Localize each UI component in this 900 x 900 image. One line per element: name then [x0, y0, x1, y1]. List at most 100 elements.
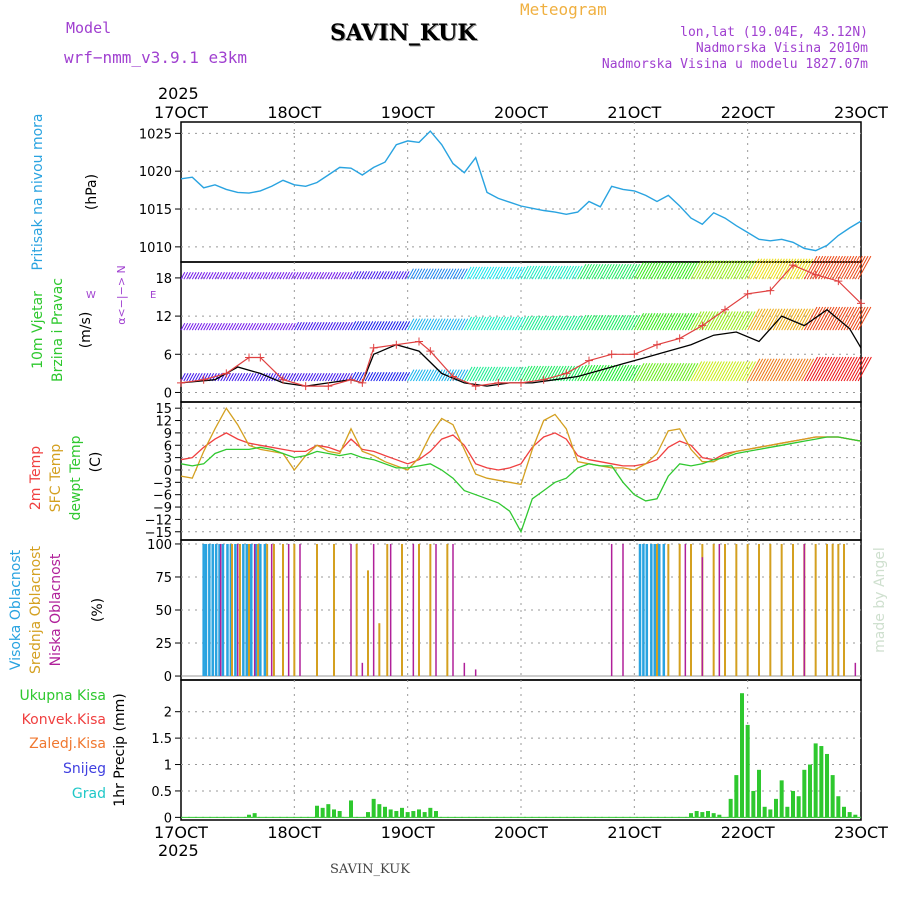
wind-barb — [718, 311, 731, 331]
wind-barb — [469, 366, 479, 382]
wind-barb — [401, 321, 408, 331]
wind-barb — [180, 322, 186, 331]
precip-bar — [332, 809, 336, 818]
wind-barb — [546, 315, 555, 331]
wind-barb — [560, 315, 569, 331]
wind-barb — [665, 313, 676, 331]
wind-barb — [710, 260, 722, 280]
wind-barb — [636, 262, 647, 280]
wind-barb — [367, 271, 373, 280]
wind-barb — [636, 313, 647, 331]
wind-barb — [650, 313, 662, 331]
cloud-low-bar — [803, 543, 806, 677]
wind-barb — [650, 262, 662, 280]
cloud-mid-bar — [712, 543, 715, 677]
wind-barb — [257, 272, 262, 280]
wind-barb — [271, 322, 276, 331]
wind-barb — [466, 366, 476, 382]
time-label-top: 21OCT — [607, 103, 661, 122]
wind-barb — [480, 316, 490, 331]
wind-barb — [180, 272, 186, 280]
wind-barb — [662, 313, 673, 331]
wind-barb — [551, 265, 560, 280]
wind-barb — [778, 258, 791, 280]
wind-gust-marker — [857, 299, 865, 308]
wind-barb — [282, 322, 288, 331]
wind-barb — [191, 372, 198, 382]
wind-barb — [220, 322, 225, 331]
wind-barb — [701, 311, 714, 331]
wind-barb — [472, 366, 482, 382]
wind-barb — [225, 322, 231, 331]
meteogram-label: Meteogram — [520, 0, 607, 19]
wind-gust-marker — [494, 378, 503, 387]
wind-barb — [305, 322, 311, 331]
wind-barb — [432, 268, 440, 280]
wind-barb — [744, 311, 756, 331]
wind-barb — [469, 316, 478, 331]
wind-barb — [656, 363, 668, 382]
wind-barb — [189, 372, 195, 382]
precip-bar — [434, 811, 438, 818]
wind-barb — [750, 258, 763, 280]
wind-barb — [254, 372, 260, 382]
wind-barb — [415, 318, 423, 331]
wind-barb — [503, 366, 513, 382]
wind-barb — [415, 268, 423, 280]
wind-barb — [857, 255, 872, 280]
wind-barb — [775, 308, 789, 331]
wind-gust-marker — [199, 375, 208, 384]
wind-barb — [492, 366, 501, 382]
wind-barb — [384, 372, 391, 382]
wind-barb — [747, 258, 760, 280]
wind-barb — [628, 364, 638, 382]
year-label-top: 2025 — [158, 84, 199, 103]
wind-barb — [478, 316, 487, 331]
wind-barb — [444, 268, 451, 280]
wind-barb — [350, 321, 357, 331]
wind-barb — [650, 363, 662, 382]
temperature-ytick-label: 15 — [155, 402, 172, 417]
wind-barb — [353, 271, 359, 280]
wind-barb — [554, 315, 564, 331]
wind-barb — [616, 364, 627, 382]
wind-barb — [353, 321, 360, 331]
cloud-high-bar — [259, 543, 262, 677]
wind-barb — [574, 315, 584, 331]
temperature-ytick-label: −6 — [153, 489, 172, 504]
wind-barb — [526, 265, 535, 280]
wind-barb — [514, 316, 524, 331]
wind-barb — [512, 366, 521, 382]
wind-barb — [605, 314, 615, 331]
wind-barb — [378, 321, 385, 331]
wind-barb — [673, 363, 685, 382]
wind-barb — [684, 313, 696, 331]
wind-barb — [220, 272, 225, 280]
precip-bar — [320, 807, 325, 818]
wind-barb — [228, 322, 234, 331]
pressure-ytick-label: 1025 — [139, 127, 172, 142]
wind-barb — [682, 262, 693, 280]
wind-barb — [789, 308, 803, 331]
wind-barb — [645, 262, 656, 280]
time-label-top: 19OCT — [381, 103, 435, 122]
wind-barb — [432, 318, 440, 331]
cloud-mid-bar — [238, 543, 241, 677]
wind-barb — [435, 369, 443, 382]
wind-barb — [602, 263, 612, 280]
wind-barb — [517, 266, 526, 280]
wind-barb — [724, 260, 736, 280]
cloud-mid-bar — [418, 543, 420, 677]
wind-barb — [846, 306, 860, 331]
time-label-bottom: 18OCT — [267, 823, 321, 842]
wind-barb — [288, 272, 293, 280]
wind-barb — [257, 372, 263, 382]
wind-barb — [599, 263, 610, 280]
wind-barb — [744, 260, 756, 280]
precip-bar — [383, 806, 387, 818]
wind-barb — [642, 262, 653, 280]
cloud-mid-bar — [724, 543, 726, 677]
wind-barb — [308, 322, 314, 331]
wind-barb — [854, 255, 869, 280]
wind-barb — [217, 272, 223, 280]
